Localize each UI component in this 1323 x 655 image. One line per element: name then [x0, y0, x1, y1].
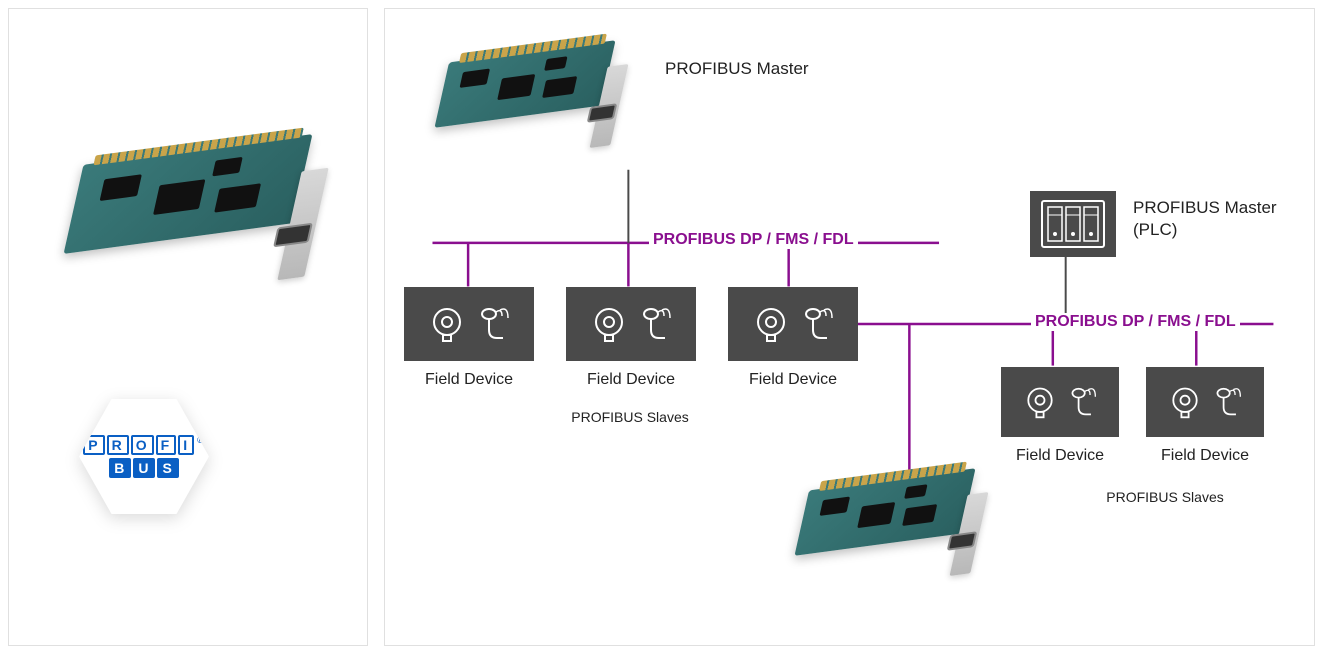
- field-device-label: Field Device: [566, 371, 696, 389]
- pci-card-large: [78, 149, 298, 239]
- gauge-icon: [589, 304, 629, 344]
- field-device-label: Field Device: [1146, 447, 1264, 465]
- pci-card-master: [445, 51, 605, 117]
- field-device-3: Field Device: [728, 287, 858, 389]
- field-device-2: Field Device: [566, 287, 696, 389]
- gauge-icon: [1167, 384, 1203, 420]
- bus-label-left: PROFIBUS DP / FMS / FDL: [649, 231, 858, 249]
- plc-master: [1030, 191, 1116, 257]
- field-device-1: Field Device: [404, 287, 534, 389]
- sensor-icon: [801, 304, 835, 344]
- plc-icon: [1040, 199, 1106, 249]
- slaves-label-right: PROFIBUS Slaves: [1075, 489, 1255, 505]
- profibus-logo-badge: PROFI® BUS: [79, 399, 209, 514]
- sensor-icon: [639, 304, 673, 344]
- master-label: PROFIBUS Master: [665, 59, 809, 79]
- field-device-label: Field Device: [404, 371, 534, 389]
- pci-card-slave: [805, 479, 965, 545]
- field-device-label: Field Device: [1001, 447, 1119, 465]
- product-panel: PROFI® BUS: [8, 8, 368, 646]
- bus-label-right: PROFIBUS DP / FMS / FDL: [1031, 313, 1240, 331]
- gauge-icon: [1022, 384, 1058, 420]
- sensor-icon: [1213, 384, 1243, 420]
- field-device-5: Field Device: [1146, 367, 1264, 465]
- topology-diagram: PROFIBUS Master PROFIBUS DP / FMS / FDL …: [384, 8, 1315, 646]
- profibus-logo: PROFI® BUS: [82, 435, 205, 478]
- gauge-icon: [427, 304, 467, 344]
- sensor-icon: [477, 304, 511, 344]
- gauge-icon: [751, 304, 791, 344]
- sensor-icon: [1068, 384, 1098, 420]
- field-device-4: Field Device: [1001, 367, 1119, 465]
- field-device-label: Field Device: [728, 371, 858, 389]
- slaves-label-left: PROFIBUS Slaves: [525, 409, 735, 425]
- plc-master-label: PROFIBUS Master (PLC): [1133, 197, 1277, 241]
